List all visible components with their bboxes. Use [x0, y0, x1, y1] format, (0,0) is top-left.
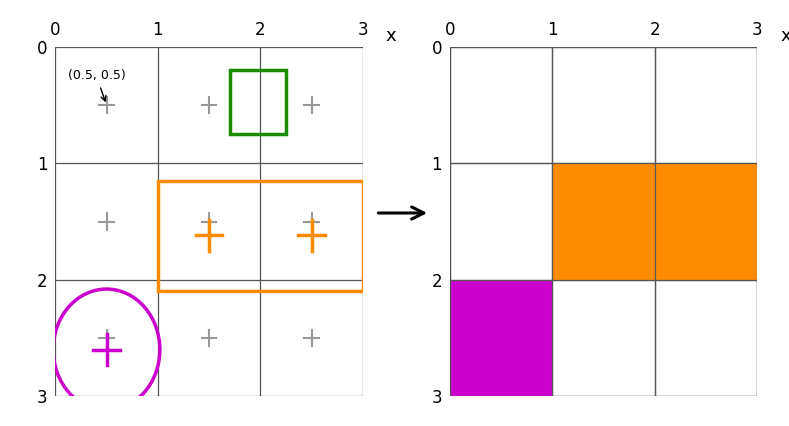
Bar [230, 70, 286, 134]
Text: x: x [780, 26, 789, 45]
Bar [552, 163, 757, 280]
Text: (0.5, 0.5): (0.5, 0.5) [68, 69, 125, 101]
Bar [450, 280, 552, 396]
Bar [158, 181, 363, 291]
Text: x: x [386, 26, 396, 45]
